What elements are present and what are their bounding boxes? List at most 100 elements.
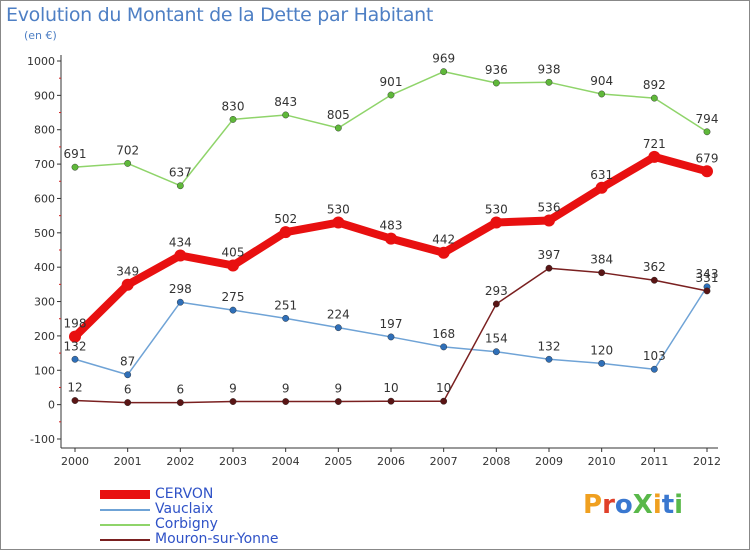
data-label: 483 bbox=[380, 219, 403, 233]
data-point bbox=[229, 306, 237, 314]
data-point bbox=[650, 94, 658, 102]
data-label: 331 bbox=[696, 271, 719, 285]
data-label: 892 bbox=[643, 78, 666, 92]
legend-swatch bbox=[100, 508, 150, 511]
y-tick-label: 1000 bbox=[27, 55, 55, 68]
x-tick-label: 2009 bbox=[535, 455, 563, 468]
data-point bbox=[595, 181, 608, 194]
data-label: 502 bbox=[274, 212, 297, 226]
data-label: 536 bbox=[538, 200, 561, 214]
data-point bbox=[121, 278, 134, 291]
data-label: 530 bbox=[327, 203, 350, 217]
data-point bbox=[279, 226, 292, 239]
data-label: 938 bbox=[538, 62, 561, 76]
data-point bbox=[440, 343, 448, 351]
data-label: 198 bbox=[64, 317, 87, 331]
x-tick-label: 2007 bbox=[430, 455, 458, 468]
legend-label: CERVON bbox=[155, 486, 214, 502]
y-tick-label: 200 bbox=[34, 330, 55, 343]
data-point bbox=[492, 79, 500, 87]
y-tick-label: 900 bbox=[34, 89, 55, 102]
data-point bbox=[334, 324, 342, 332]
data-label: 434 bbox=[169, 235, 192, 249]
data-label: 6 bbox=[124, 383, 132, 397]
data-label: 343 bbox=[696, 267, 719, 281]
data-label: 87 bbox=[120, 355, 135, 369]
y-tick-label: 300 bbox=[34, 296, 55, 309]
data-point bbox=[229, 398, 237, 405]
data-label: 103 bbox=[643, 349, 666, 363]
data-point bbox=[387, 397, 395, 405]
data-label: 843 bbox=[274, 95, 297, 109]
data-point bbox=[227, 259, 239, 272]
data-label: 904 bbox=[590, 74, 613, 88]
data-label: 631 bbox=[590, 168, 613, 182]
data-label: 298 bbox=[169, 282, 192, 296]
data-point bbox=[492, 348, 500, 356]
y-tick-label: 500 bbox=[34, 227, 55, 240]
data-point bbox=[385, 232, 397, 245]
data-point bbox=[545, 78, 553, 86]
y-tick-label: 100 bbox=[34, 364, 55, 377]
data-label: 936 bbox=[485, 63, 508, 77]
data-label: 794 bbox=[696, 112, 719, 126]
data-point bbox=[650, 276, 658, 284]
chart-title: Evolution du Montant de la Dette par Hab… bbox=[6, 4, 434, 26]
legend-swatch bbox=[100, 523, 150, 526]
data-label: 405 bbox=[222, 245, 245, 259]
data-point bbox=[332, 216, 345, 229]
data-point bbox=[176, 298, 184, 306]
data-point bbox=[598, 90, 606, 98]
data-point bbox=[440, 68, 448, 76]
data-label: 691 bbox=[64, 147, 87, 161]
legend-label: Vauclaix bbox=[155, 501, 214, 517]
data-point bbox=[174, 249, 187, 262]
data-point bbox=[545, 264, 553, 272]
data-label: 702 bbox=[116, 143, 139, 157]
data-point bbox=[387, 91, 395, 99]
data-label: 679 bbox=[696, 151, 719, 165]
data-point bbox=[282, 111, 290, 119]
data-label: 12 bbox=[67, 381, 82, 395]
data-point bbox=[282, 314, 290, 322]
data-label: 637 bbox=[169, 166, 192, 180]
data-point bbox=[703, 287, 711, 295]
data-point bbox=[387, 333, 395, 341]
data-label: 721 bbox=[643, 137, 666, 151]
x-tick-label: 2001 bbox=[114, 455, 142, 468]
data-point bbox=[229, 116, 237, 123]
data-point bbox=[124, 399, 132, 406]
y-tick-label: -100 bbox=[30, 433, 55, 446]
data-label: 901 bbox=[380, 75, 403, 89]
proxiti-logo: ProXiti bbox=[583, 490, 684, 520]
data-point bbox=[492, 300, 500, 308]
data-label: 9 bbox=[282, 382, 290, 396]
x-tick-label: 2010 bbox=[588, 455, 616, 468]
x-tick-label: 2002 bbox=[166, 455, 194, 468]
data-label: 6 bbox=[177, 383, 185, 397]
x-tick-label: 2000 bbox=[61, 455, 89, 468]
data-label: 293 bbox=[485, 284, 508, 298]
data-label: 154 bbox=[485, 332, 508, 346]
data-point bbox=[71, 163, 79, 171]
y-tick-label: 600 bbox=[34, 192, 55, 205]
data-label: 969 bbox=[432, 52, 455, 66]
x-tick-label: 2005 bbox=[324, 455, 352, 468]
data-point bbox=[334, 124, 342, 132]
data-label: 384 bbox=[590, 253, 613, 267]
data-label: 362 bbox=[643, 260, 666, 274]
data-label: 132 bbox=[538, 339, 561, 353]
data-point bbox=[437, 246, 450, 259]
data-label: 830 bbox=[222, 99, 245, 113]
y-tick-label: 800 bbox=[34, 124, 55, 137]
data-point bbox=[545, 355, 553, 363]
x-tick-label: 2011 bbox=[640, 455, 668, 468]
data-point bbox=[598, 269, 606, 277]
data-label: 805 bbox=[327, 108, 350, 122]
data-label: 10 bbox=[436, 381, 451, 395]
data-point bbox=[176, 399, 184, 406]
data-point bbox=[282, 398, 290, 405]
legend-label: Mouron-sur-Yonne bbox=[155, 531, 279, 547]
data-label: 275 bbox=[222, 290, 245, 304]
